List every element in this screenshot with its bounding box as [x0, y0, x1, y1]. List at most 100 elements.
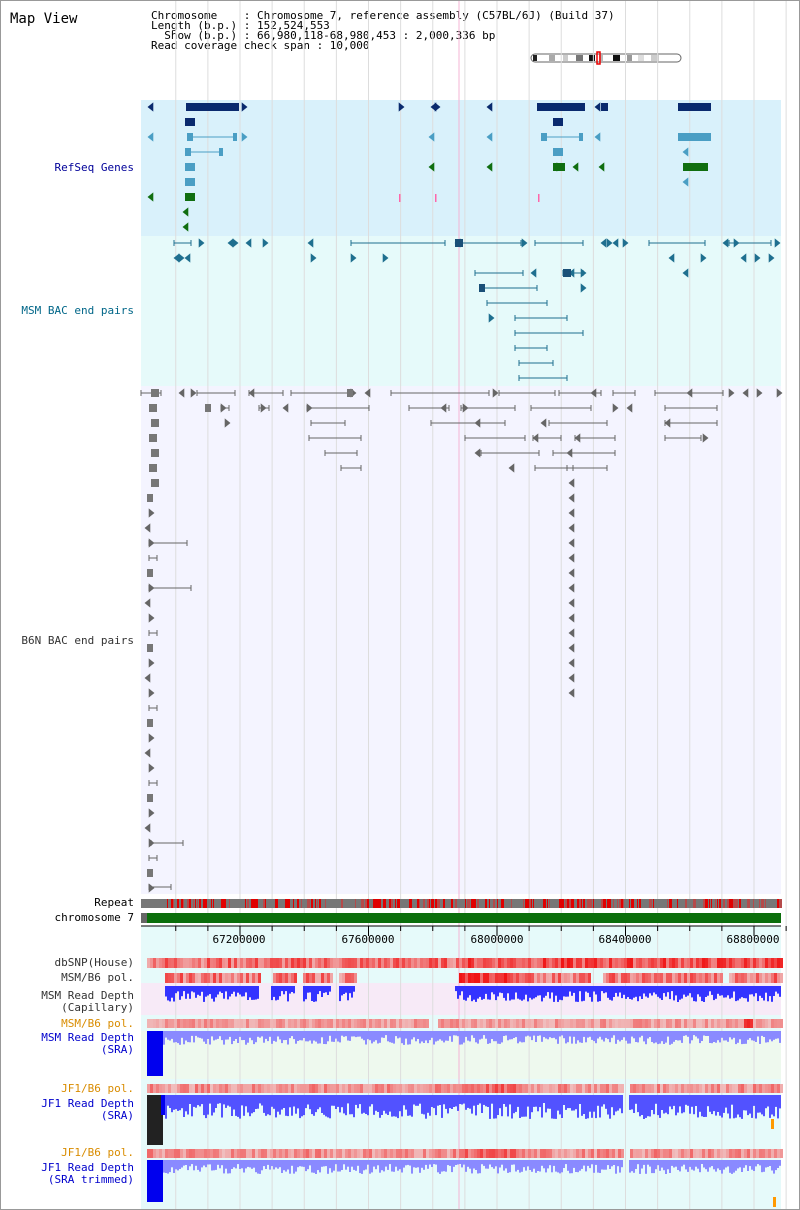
tick-label-68000000: 68000000: [470, 933, 524, 946]
track-label-msm-b6-pol-1[interactable]: MSM/B6 pol.: [61, 971, 134, 984]
read-depth-bar: [183, 1095, 185, 1117]
polymorphism-cell: [642, 958, 645, 968]
polymorphism-cell: [636, 973, 639, 983]
read-depth-bar: [359, 1031, 361, 1037]
polymorphism-cell: [288, 1084, 291, 1093]
track-label-msm-bac[interactable]: MSM BAC end pairs: [21, 304, 134, 317]
read-depth-bar: [713, 1095, 715, 1112]
polymorphism-cell: [678, 958, 681, 968]
track-label-chromosome[interactable]: chromosome 7: [54, 911, 134, 924]
read-depth-bar: [637, 1031, 639, 1043]
read-depth-bar: [353, 1031, 355, 1037]
polymorphism-cell: [444, 1019, 447, 1028]
read-depth-bar: [673, 1160, 675, 1168]
read-depth-bar: [743, 1031, 745, 1044]
polymorphism-cell: [291, 1019, 294, 1028]
read-depth-bar: [613, 1095, 615, 1116]
read-depth-bar: [553, 986, 555, 1002]
chromosome-bar[interactable]: [141, 913, 781, 923]
repeat-element: [213, 899, 214, 908]
polymorphism-cell: [414, 958, 417, 968]
track-label-jf1-b6-pol-1[interactable]: JF1/B6 pol.: [61, 1082, 134, 1095]
repeat-track[interactable]: [141, 899, 782, 908]
read-depth-bar: [581, 986, 583, 1002]
read-depth-tracks[interactable]: [147, 986, 781, 1207]
chromosome-ideogram[interactable]: [530, 51, 682, 65]
read-depth-bar: [777, 1095, 779, 1119]
read-depth-bar: [285, 986, 287, 992]
polymorphism-cell: [681, 1084, 684, 1093]
polymorphism-cell: [279, 1019, 282, 1028]
read-depth-bar: [427, 1160, 429, 1169]
read-depth-bar: [495, 1160, 497, 1167]
polymorphism-cell: [453, 958, 456, 968]
repeat-element: [547, 899, 548, 908]
read-depth-bar: [429, 1160, 431, 1165]
track-label-msm-b6-pol-2[interactable]: MSM/B6 pol.: [61, 1017, 134, 1030]
track-label-jf1-read-depth-trimmed[interactable]: JF1 Read Depth (SRA trimmed): [41, 1161, 134, 1186]
read-depth-bar: [287, 1095, 289, 1117]
read-depth-bar: [773, 1095, 775, 1117]
track-label-b6n-bac[interactable]: B6N BAC end pairs: [21, 634, 134, 647]
read-depth-bar: [369, 1095, 371, 1107]
read-depth-bar: [631, 1031, 633, 1037]
polymorphism-cell: [555, 1149, 558, 1158]
polymorphism-cell: [579, 958, 582, 968]
read-depth-bar: [553, 1031, 555, 1038]
read-depth-bar: [249, 986, 251, 998]
read-depth-bar: [327, 1160, 329, 1174]
polymorphism-cell: [525, 1149, 528, 1158]
read-depth-bar: [221, 1031, 223, 1041]
read-depth-bar: [731, 1031, 733, 1040]
b6n-bac-pairs-track[interactable]: [140, 388, 783, 893]
polymorphism-cell: [687, 958, 690, 968]
read-depth-bar: [417, 1031, 419, 1039]
track-label-repeat[interactable]: Repeat: [94, 896, 134, 909]
read-depth-bar: [179, 986, 181, 1000]
read-depth-bar: [465, 1095, 467, 1110]
polymorphism-cell: [522, 973, 525, 983]
polymorphism-cell: [399, 1149, 402, 1158]
polymorphism-cell: [594, 1149, 597, 1158]
read-depth-bar: [745, 1160, 747, 1166]
read-depth-bar: [281, 1095, 283, 1110]
b6n-bac-end: [728, 388, 735, 398]
track-label-refseq[interactable]: RefSeq Genes: [54, 161, 134, 174]
polymorphism-cell: [771, 973, 774, 983]
polymorphism-tracks[interactable]: [147, 958, 783, 1158]
read-depth-bar: [597, 986, 599, 1002]
polymorphism-cell: [330, 1084, 333, 1093]
read-depth-bar: [241, 1095, 243, 1106]
read-depth-bar: [343, 986, 345, 994]
polymorphism-cell: [717, 973, 720, 983]
polymorphism-cell: [414, 1084, 417, 1093]
read-depth-bar: [381, 1095, 383, 1115]
read-depth-bar: [649, 986, 651, 994]
read-depth-bar: [317, 1160, 319, 1171]
read-depth-bar: [489, 1095, 491, 1119]
polymorphism-cell: [381, 1019, 384, 1028]
read-depth-bar: [209, 1095, 211, 1104]
read-depth-bar: [289, 986, 291, 994]
track-label-jf1-b6-pol-2[interactable]: JF1/B6 pol.: [61, 1146, 134, 1159]
polymorphism-cell: [336, 1084, 339, 1093]
read-depth-bar: [519, 986, 521, 1000]
msm-bac-pairs-track[interactable]: [173, 238, 781, 381]
track-label-jf1-read-depth-sra[interactable]: JF1 Read Depth (SRA): [41, 1097, 134, 1122]
polymorphism-cell: [513, 1019, 516, 1028]
read-depth-bar: [733, 1095, 735, 1119]
track-label-msm-read-depth-sra[interactable]: MSM Read Depth (SRA): [41, 1031, 134, 1056]
read-depth-bar: [235, 1160, 237, 1169]
refseq-genes-track[interactable]: [147, 102, 711, 232]
track-label-msm-read-depth-capillary[interactable]: MSM Read Depth (Capillary): [41, 989, 134, 1014]
gene-exon: [185, 148, 191, 156]
read-depth-bar: [619, 1031, 621, 1042]
polymorphism-cell: [372, 1084, 375, 1093]
polymorphism-cell: [228, 1019, 231, 1028]
polymorphism-cell: [510, 1019, 513, 1028]
polymorphism-cell: [435, 1084, 438, 1093]
read-depth-bar: [371, 1031, 373, 1044]
polymorphism-cell: [684, 973, 687, 983]
track-label-dbsnp[interactable]: dbSNP(House): [54, 956, 134, 969]
